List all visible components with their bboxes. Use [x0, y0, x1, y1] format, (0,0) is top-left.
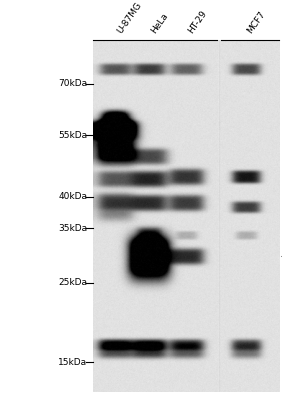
Text: 15kDa: 15kDa	[58, 358, 87, 366]
Text: 35kDa: 35kDa	[58, 224, 87, 233]
Text: HT-29: HT-29	[186, 8, 208, 35]
Text: 25kDa: 25kDa	[58, 278, 87, 287]
Text: U-87MG: U-87MG	[115, 0, 144, 35]
Text: 40kDa: 40kDa	[58, 192, 87, 201]
Text: 70kDa: 70kDa	[58, 80, 87, 88]
Text: 55kDa: 55kDa	[58, 130, 87, 140]
Text: MCF7: MCF7	[246, 9, 267, 35]
Text: HeLa: HeLa	[149, 11, 169, 35]
